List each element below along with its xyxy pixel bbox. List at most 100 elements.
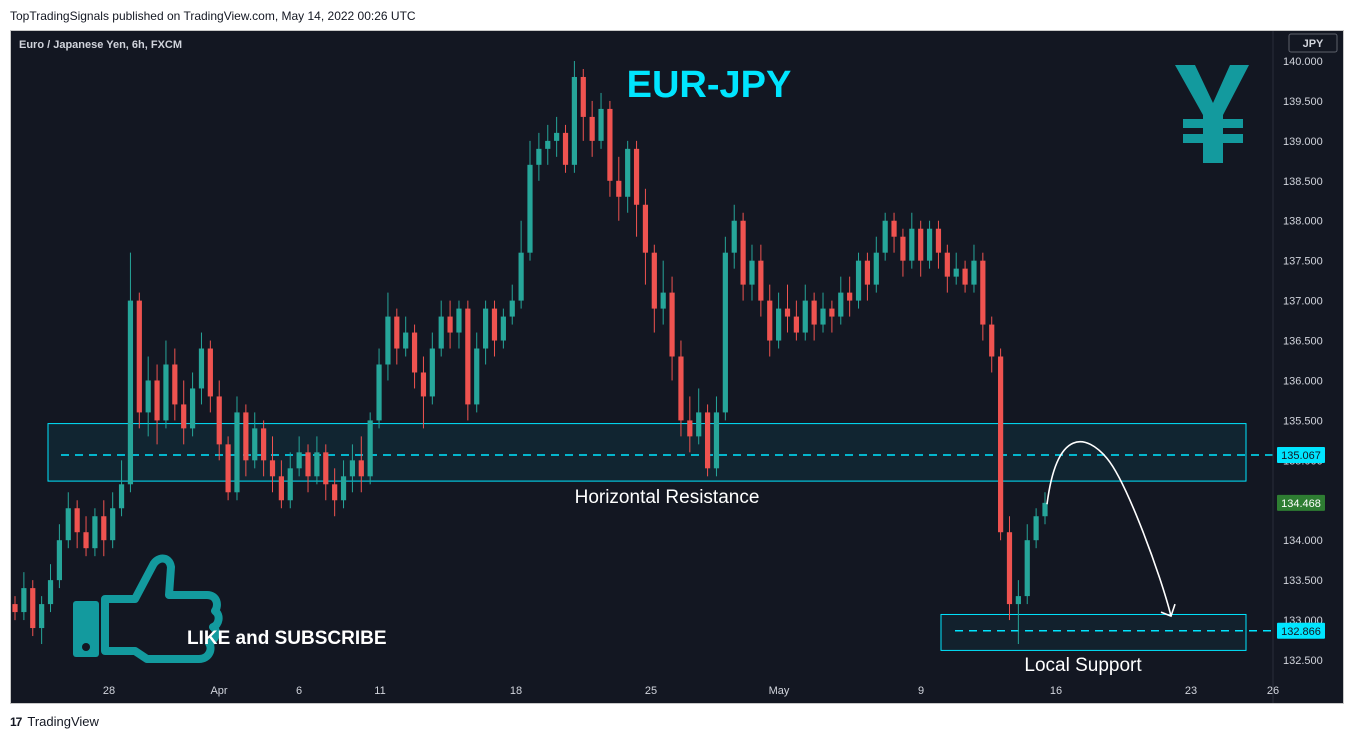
cta-text[interactable]: LIKE and SUBSCRIBE — [187, 628, 387, 649]
candle-body — [287, 468, 293, 501]
candle-body — [1024, 540, 1030, 597]
candle-body — [56, 540, 62, 581]
candle-body — [713, 412, 720, 469]
candle-body — [349, 460, 356, 477]
candle-body — [136, 300, 142, 413]
candle-body — [376, 364, 382, 421]
candle-body — [678, 356, 684, 421]
candle-body — [1033, 516, 1039, 541]
y-tick-label: 136.000 — [1283, 375, 1323, 387]
x-tick-label: 9 — [918, 685, 924, 697]
candle-body — [261, 428, 267, 461]
candle-body — [323, 452, 329, 485]
candle-body — [74, 508, 80, 533]
candle-body — [607, 108, 613, 181]
candle-body — [687, 420, 693, 437]
candle-body — [616, 180, 622, 197]
candle-body — [918, 228, 924, 261]
candle-body — [332, 484, 338, 501]
candle-body — [30, 588, 36, 629]
publish-caption: TopTradingSignals published on TradingVi… — [10, 9, 416, 23]
x-tick-label: 25 — [645, 685, 657, 697]
y-tick-label: 137.500 — [1283, 256, 1323, 268]
x-tick-label: 26 — [1267, 685, 1279, 697]
candle-body — [101, 516, 107, 541]
candle-body — [225, 444, 231, 493]
candle-body — [145, 380, 151, 413]
currency-box: JPY — [1288, 33, 1338, 53]
candle-body — [989, 324, 995, 357]
projection-arrow — [1046, 440, 1172, 617]
x-tick-label: 6 — [296, 685, 302, 697]
candle-body — [367, 420, 373, 477]
candle-body — [882, 220, 888, 253]
candle-body — [784, 308, 791, 317]
tradingview-logo-icon: 17 — [10, 714, 22, 729]
candle-body — [181, 404, 187, 429]
candle-body — [243, 412, 249, 461]
candle-body — [429, 348, 435, 397]
candle-body — [252, 428, 258, 461]
candle-body — [500, 316, 506, 341]
candle-body — [998, 356, 1004, 533]
resistance-label: Horizontal Resistance — [575, 487, 760, 508]
candle-body — [1006, 532, 1013, 605]
y-tick-label: 138.000 — [1283, 216, 1323, 228]
candle-body — [1015, 596, 1021, 605]
candle-body — [855, 260, 862, 301]
candle-body — [216, 396, 222, 445]
candle-body — [536, 148, 542, 165]
candle-body — [278, 476, 284, 501]
candle-body — [651, 252, 657, 309]
candle-body — [589, 116, 595, 141]
candlestick-chart[interactable]: 140.000 139.500 139.000 138.500 138.000 137.5… — [11, 31, 1344, 704]
candle-body — [633, 148, 640, 205]
candle-body — [465, 308, 471, 405]
candle-body — [39, 604, 45, 629]
x-tick-label: 18 — [510, 685, 522, 697]
y-tick-label: 140.000 — [1283, 56, 1323, 68]
current-price-badge: 134.468 — [1281, 498, 1321, 510]
candle-body — [696, 412, 702, 437]
candle-body — [21, 588, 27, 613]
x-tick-label: May — [769, 685, 790, 697]
x-tick-label: 16 — [1050, 685, 1062, 697]
candle-body — [926, 228, 933, 261]
candle-body — [953, 268, 959, 277]
y-tick-label: 132.500 — [1283, 655, 1323, 667]
candle-body — [971, 260, 977, 285]
candle-body — [873, 252, 879, 285]
candle-body — [420, 372, 427, 397]
candle-body — [163, 364, 169, 421]
candle-body — [509, 300, 515, 317]
y-tick-label: 139.000 — [1283, 136, 1323, 148]
candle-body — [820, 308, 826, 325]
candle-body — [314, 452, 320, 477]
candle-body — [625, 148, 631, 197]
candle-body — [793, 316, 799, 333]
x-tick-label: 11 — [374, 685, 385, 697]
chart-title: EUR-JPY — [627, 64, 792, 106]
candle-body — [944, 252, 950, 277]
x-tick-label: Apr — [210, 685, 227, 697]
candle-body — [127, 300, 134, 485]
candle-body — [580, 76, 586, 117]
candle-body — [234, 412, 240, 493]
y-tick-label: 138.500 — [1283, 176, 1323, 188]
yen-icon — [1175, 65, 1249, 163]
candle-body — [172, 364, 178, 405]
chart-frame[interactable]: 140.000 139.500 139.000 138.500 138.000 137.5… — [10, 30, 1344, 704]
candle-body — [935, 228, 942, 253]
tradingview-brand[interactable]: 17 TradingView — [10, 714, 99, 729]
x-tick-label: 23 — [1185, 685, 1197, 697]
candle-body — [296, 452, 302, 469]
candle-body — [403, 332, 409, 349]
candle-body — [704, 412, 711, 469]
candle-body — [980, 260, 986, 325]
candle-body — [394, 316, 400, 349]
candle-body — [12, 604, 18, 613]
candle-body — [110, 508, 116, 541]
candle-body — [669, 292, 675, 357]
candle-body — [900, 236, 906, 261]
support-price-badge-bg — [1277, 622, 1325, 639]
